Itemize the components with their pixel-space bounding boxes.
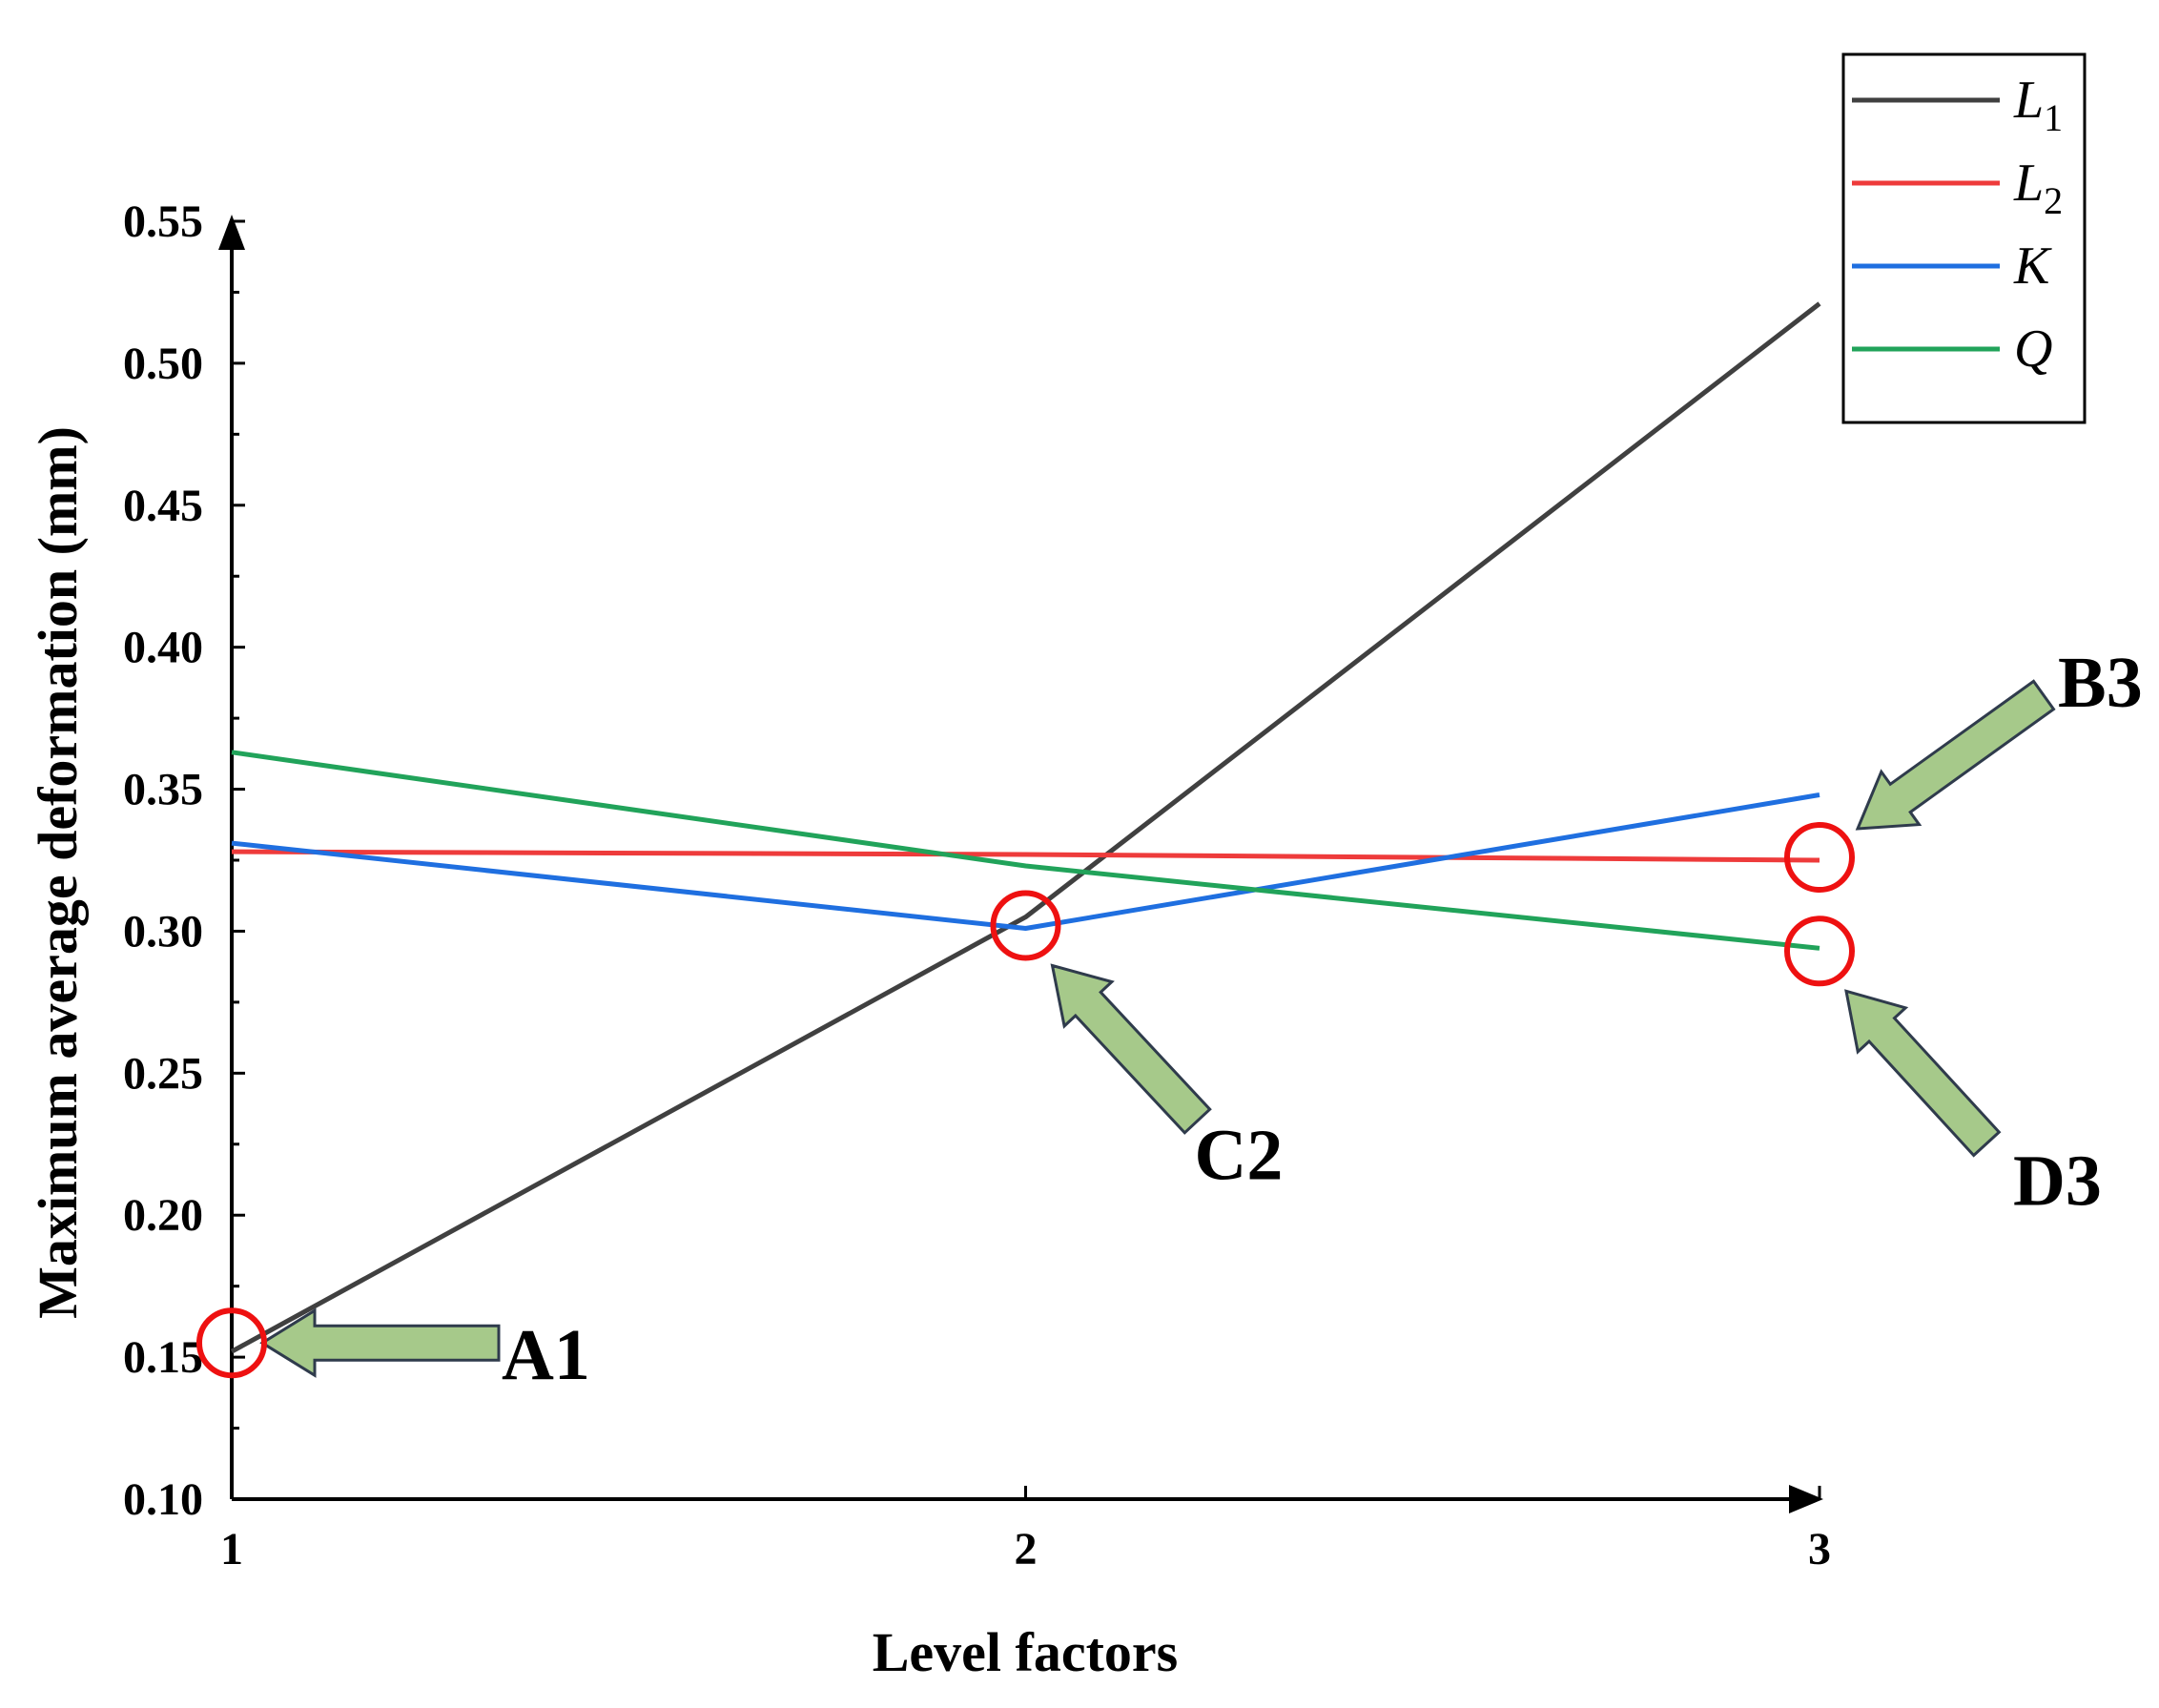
y-tick-label: 0.50 [123, 339, 203, 389]
callout-arrow-b3 [1855, 679, 2056, 831]
callout-label-a1: A1 [502, 1315, 590, 1395]
axes [218, 215, 1823, 1513]
series-line-k [231, 792, 1820, 931]
highlight-markers [196, 822, 1855, 1379]
y-tick-label: 0.35 [123, 765, 203, 815]
y-tick-label: 0.40 [123, 623, 203, 673]
series-line-q [231, 750, 1820, 951]
series-lines [230, 301, 1821, 1354]
legend-subscript: 1 [2044, 96, 2063, 139]
callout-arrows [259, 679, 2056, 1378]
y-tick-label: 0.15 [123, 1332, 203, 1383]
callout-arrow-c2 [1050, 963, 1212, 1135]
highlight-circle-b3 [1784, 822, 1855, 894]
y-tick-label: 0.30 [123, 906, 203, 957]
series-line-l1 [230, 301, 1821, 1354]
highlight-circle-c2 [990, 890, 1061, 961]
highlight-circle-d3 [1784, 916, 1855, 987]
legend-label-q: Q [2014, 319, 2052, 379]
callout-label-c2: C2 [1195, 1115, 1284, 1195]
callout-arrow-a1 [259, 1307, 501, 1378]
series-line-l2 [231, 849, 1820, 863]
y-tick-label: 0.20 [123, 1190, 203, 1241]
x-tick-label: 2 [1015, 1524, 1038, 1574]
callout-arrow-d3 [1844, 989, 2002, 1158]
legend-box [1841, 52, 2087, 424]
legend-subscript: 2 [2044, 179, 2063, 222]
x-axis-arrowhead [1789, 1485, 1823, 1513]
y-tick-label: 0.25 [123, 1048, 203, 1099]
x-axis-title: Level factors [873, 1621, 1178, 1683]
callout-label-d3: D3 [2013, 1141, 2102, 1221]
y-tick-label: 0.10 [123, 1474, 203, 1525]
callout-labels: A1 C2 B3 D3 [502, 643, 2143, 1395]
y-tick-label: 0.55 [123, 196, 203, 247]
x-tick-label: 3 [1808, 1524, 1831, 1574]
callout-label-b3: B3 [2058, 643, 2143, 723]
y-axis-arrowhead [218, 215, 245, 250]
y-tick-label: 0.45 [123, 481, 203, 531]
legend-label-k: K [2013, 237, 2052, 296]
highlight-circle-a1 [196, 1307, 267, 1379]
x-tick-label: 1 [220, 1524, 243, 1574]
ticks: 0.10 0.15 0.20 0.25 0.30 0.35 0.40 0.45 0.50 0.55… [123, 196, 1831, 1574]
y-axis-title: Maximum average deformation (mm) [27, 426, 89, 1319]
